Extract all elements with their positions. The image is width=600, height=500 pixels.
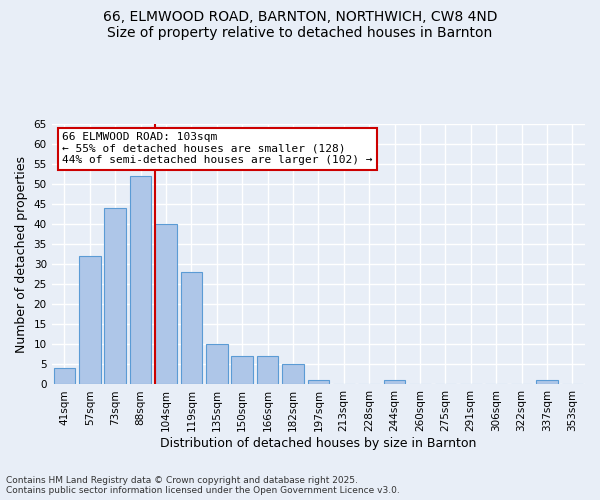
Bar [79, 256, 101, 384]
Bar [384, 380, 406, 384]
X-axis label: Distribution of detached houses by size in Barnton: Distribution of detached houses by size … [160, 437, 476, 450]
Text: Contains HM Land Registry data © Crown copyright and database right 2025.
Contai: Contains HM Land Registry data © Crown c… [6, 476, 400, 495]
Bar [130, 176, 151, 384]
Bar [104, 208, 126, 384]
Bar [181, 272, 202, 384]
Bar [308, 380, 329, 384]
Bar [155, 224, 177, 384]
Bar [206, 344, 227, 385]
Y-axis label: Number of detached properties: Number of detached properties [15, 156, 28, 353]
Bar [282, 364, 304, 384]
Bar [232, 356, 253, 384]
Text: 66 ELMWOOD ROAD: 103sqm
← 55% of detached houses are smaller (128)
44% of semi-d: 66 ELMWOOD ROAD: 103sqm ← 55% of detache… [62, 132, 373, 165]
Bar [536, 380, 557, 384]
Bar [257, 356, 278, 384]
Text: 66, ELMWOOD ROAD, BARNTON, NORTHWICH, CW8 4ND
Size of property relative to detac: 66, ELMWOOD ROAD, BARNTON, NORTHWICH, CW… [103, 10, 497, 40]
Bar [53, 368, 75, 384]
